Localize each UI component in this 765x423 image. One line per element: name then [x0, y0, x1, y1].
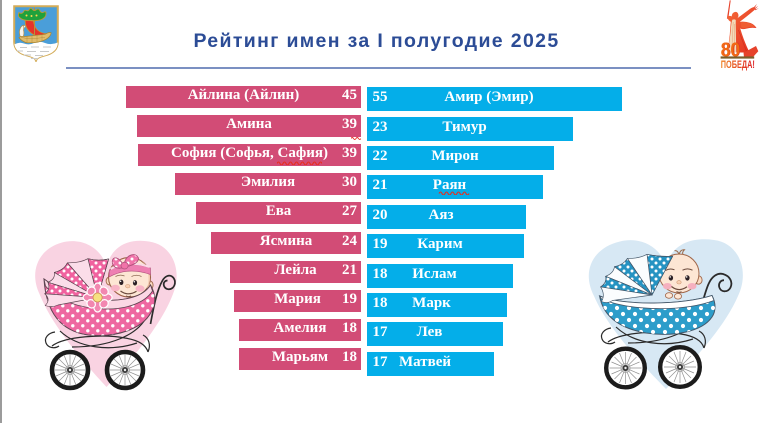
- svg-text:ПОБЕДА!: ПОБЕДА!: [721, 59, 755, 71]
- svg-text:80: 80: [721, 39, 741, 61]
- svg-text:80: 80: [721, 40, 741, 62]
